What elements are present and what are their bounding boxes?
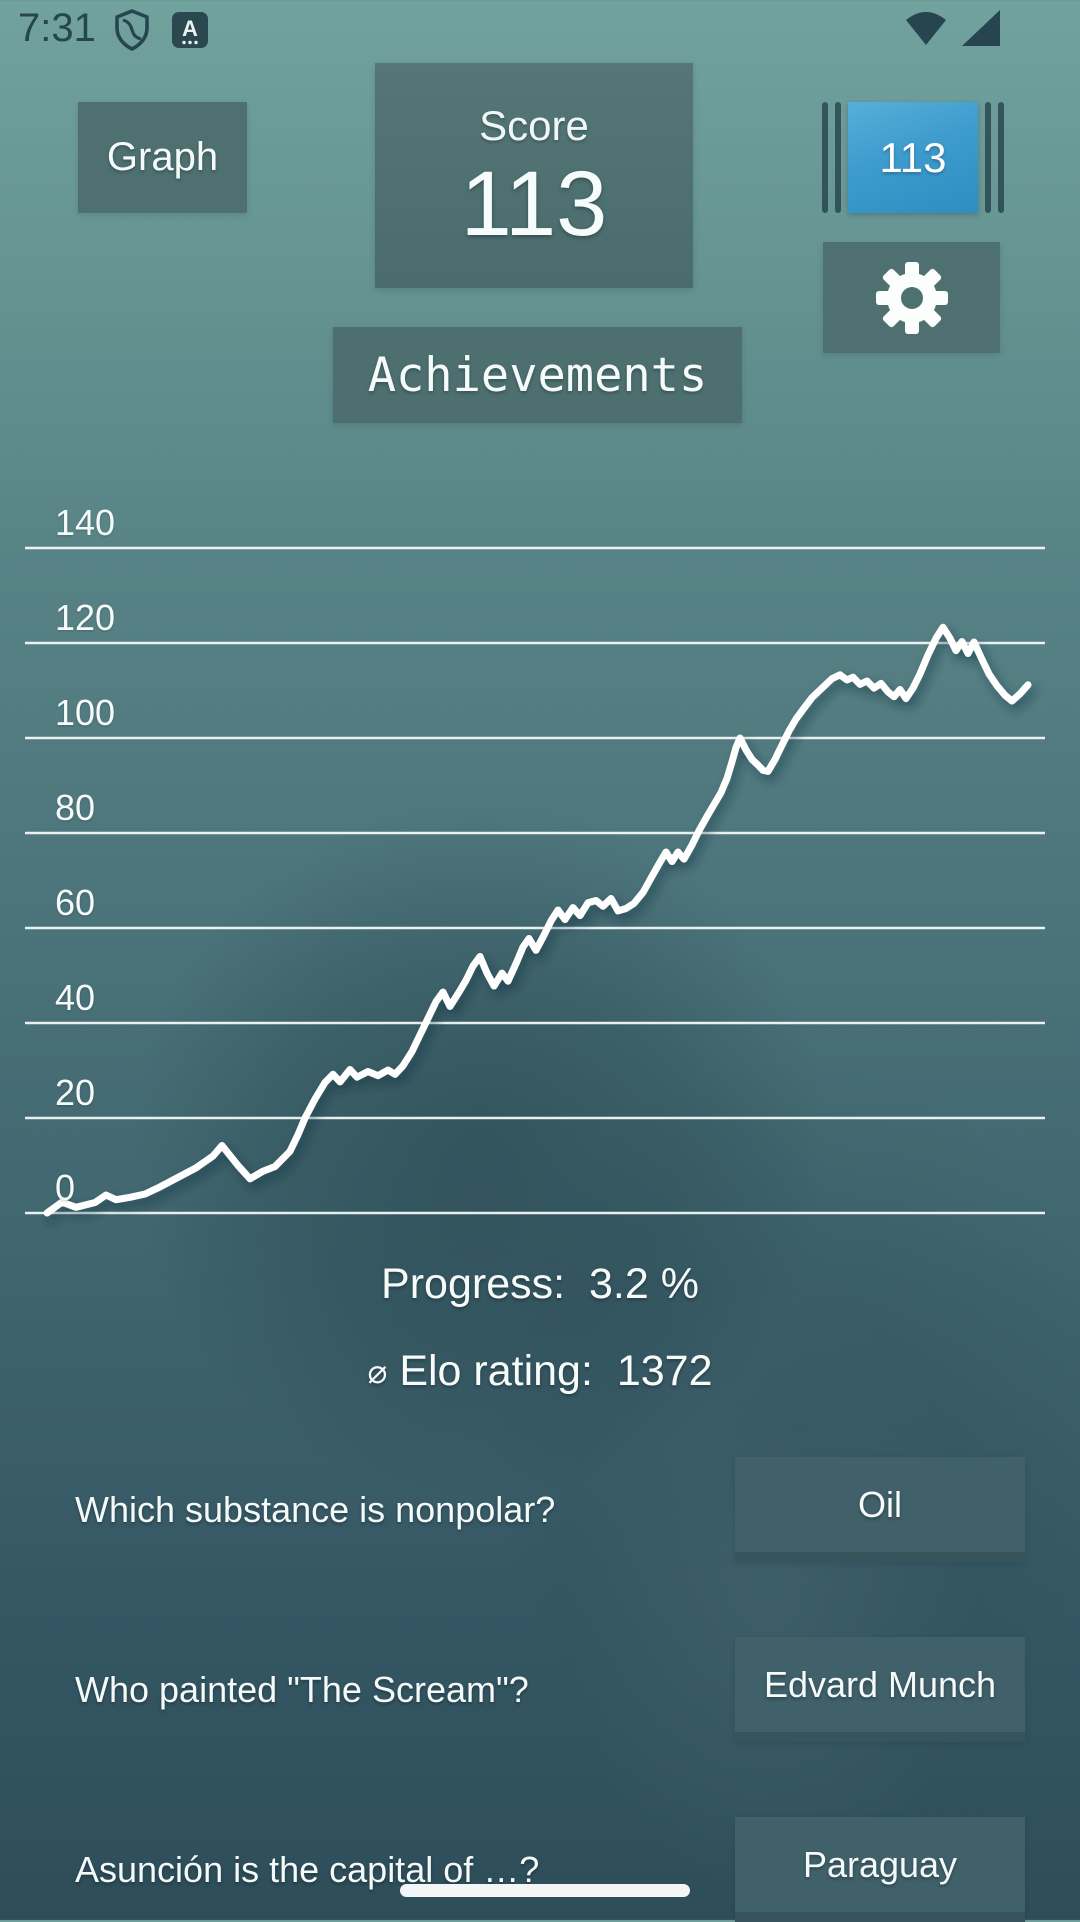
- counter-edge-bar-4: [998, 102, 1004, 213]
- answer-button-1[interactable]: Oil: [735, 1457, 1025, 1562]
- progress-text: Progress: 3.2 %: [381, 1260, 699, 1308]
- y-axis-label-100: 100: [55, 692, 116, 733]
- question-row-2: Who painted "The Scream"? Edvard Munch: [0, 1637, 1080, 1742]
- settings-button[interactable]: [823, 242, 1000, 353]
- answer-button-label-2: Edvard Munch: [763, 1663, 997, 1705]
- achievements-button[interactable]: Achievements: [333, 327, 742, 423]
- counter-edge-bar-1: [822, 102, 828, 213]
- question-row-1: Which substance is nonpolar? Oil: [0, 1457, 1080, 1562]
- score-counter-value: 113: [879, 133, 947, 181]
- home-indicator-pill[interactable]: [400, 1884, 690, 1897]
- svg-text:A: A: [182, 16, 198, 41]
- question-text-2: Who painted "The Scream"?: [75, 1668, 529, 1710]
- answer-button-label-3: Paraguay: [802, 1843, 958, 1885]
- question-text-1: Which substance is nonpolar?: [75, 1488, 556, 1530]
- score-value: 113: [460, 152, 608, 255]
- answer-button-2[interactable]: Edvard Munch: [735, 1637, 1025, 1742]
- letter-a-badge-icon: A: [172, 12, 208, 48]
- y-axis-label-120: 120: [55, 597, 116, 638]
- score-panel: Score 113: [375, 63, 693, 288]
- y-axis-label-0: 0: [55, 1167, 76, 1208]
- score-counter-box[interactable]: 113: [848, 102, 978, 213]
- counter-edge-bar-2: [835, 102, 841, 213]
- y-axis-label-20: 20: [55, 1072, 96, 1113]
- average-symbol: ⌀: [367, 1353, 388, 1390]
- graph-button-label: Graph: [106, 135, 219, 179]
- counter-edge-bar-3: [985, 102, 991, 213]
- cell-signal-icon: [962, 10, 1000, 46]
- y-axis-label-80: 80: [55, 787, 96, 828]
- y-axis-label-60: 60: [55, 882, 96, 923]
- status-bar-time: 7:31: [18, 6, 96, 50]
- y-axis-label-140: 140: [55, 502, 116, 543]
- question-text-3: Asunción is the capital of …?: [75, 1848, 540, 1890]
- wifi-icon: [906, 12, 946, 45]
- answer-button-3[interactable]: Paraguay: [735, 1817, 1025, 1922]
- elo-rating-text: ⌀ Elo rating: 1372: [367, 1347, 713, 1395]
- gear-icon: [875, 261, 948, 334]
- answer-button-label-1: Oil: [858, 1483, 902, 1525]
- question-row-3: Asunción is the capital of …? Paraguay: [0, 1817, 1080, 1922]
- y-axis-label-40: 40: [55, 977, 96, 1018]
- score-label: Score: [479, 101, 589, 149]
- privacy-shield-icon: [115, 9, 149, 51]
- score-counter-widget[interactable]: 113: [822, 102, 1004, 213]
- graph-button[interactable]: Graph: [78, 102, 247, 213]
- score-line: [43, 623, 1032, 1217]
- achievements-button-label: Achievements: [367, 347, 708, 403]
